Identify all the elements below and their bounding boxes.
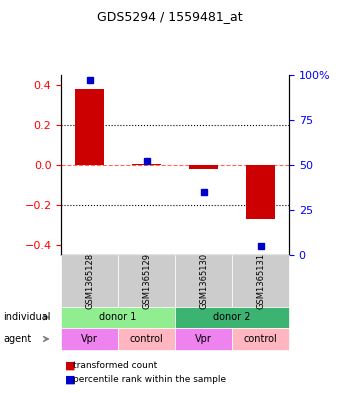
- Bar: [132, 164, 161, 165]
- Text: ■: ■: [65, 374, 75, 384]
- Text: donor 1: donor 1: [100, 312, 137, 322]
- Text: agent: agent: [3, 334, 32, 344]
- Text: percentile rank within the sample: percentile rank within the sample: [73, 375, 226, 384]
- Bar: [246, 165, 275, 219]
- Text: GSM1365128: GSM1365128: [85, 253, 94, 309]
- Text: GSM1365131: GSM1365131: [256, 253, 265, 309]
- Text: transformed count: transformed count: [73, 361, 157, 370]
- Bar: [75, 89, 104, 165]
- Text: GSM1365129: GSM1365129: [142, 253, 151, 309]
- Text: donor 2: donor 2: [213, 312, 251, 322]
- Text: Vpr: Vpr: [195, 334, 212, 344]
- Text: Vpr: Vpr: [81, 334, 98, 344]
- Text: individual: individual: [3, 312, 51, 322]
- Text: control: control: [130, 334, 164, 344]
- Text: ■: ■: [65, 360, 75, 371]
- Text: control: control: [244, 334, 277, 344]
- Bar: [189, 165, 218, 169]
- Text: GDS5294 / 1559481_at: GDS5294 / 1559481_at: [97, 10, 243, 23]
- Text: GSM1365130: GSM1365130: [199, 253, 208, 309]
